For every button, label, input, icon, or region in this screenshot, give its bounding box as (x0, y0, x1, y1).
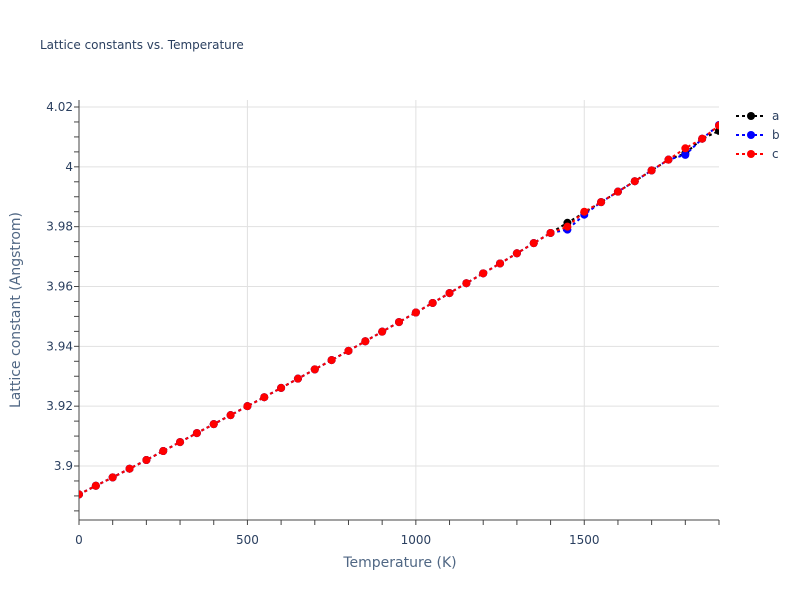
legend-label: a (772, 108, 780, 123)
data-point-c[interactable] (647, 166, 656, 175)
legend-item-c[interactable]: c (736, 144, 780, 163)
data-point-c[interactable] (75, 490, 83, 499)
data-point-c[interactable] (597, 198, 606, 207)
legend-item-b[interactable]: b (736, 125, 780, 144)
data-point-c[interactable] (512, 249, 521, 258)
data-point-c[interactable] (243, 402, 252, 411)
x-tick-label: 500 (236, 533, 259, 547)
data-point-c[interactable] (260, 393, 269, 402)
data-point-c[interactable] (159, 447, 168, 456)
y-tick-label: 3.9 (54, 459, 73, 473)
data-point-c[interactable] (681, 144, 690, 153)
data-point-c[interactable] (428, 298, 437, 307)
x-tick-label: 1500 (569, 533, 600, 547)
x-tick-label: 0 (75, 533, 83, 547)
data-point-c[interactable] (310, 365, 319, 374)
data-point-c[interactable] (698, 134, 707, 143)
data-point-c[interactable] (91, 481, 100, 490)
series-line-b (79, 124, 719, 496)
y-tick-label: 3.98 (46, 220, 73, 234)
data-point-c[interactable] (192, 429, 201, 438)
data-point-c[interactable] (361, 337, 370, 346)
data-point-b[interactable] (681, 150, 690, 159)
series-line-a (79, 130, 719, 496)
x-axis-label: Temperature (K) (343, 555, 457, 571)
data-point-c[interactable] (715, 121, 723, 130)
data-point-c[interactable] (327, 356, 336, 365)
data-point-c[interactable] (344, 346, 353, 355)
legend-item-a[interactable]: a (736, 106, 780, 125)
data-point-c[interactable] (142, 456, 151, 465)
y-tick-label: 3.96 (46, 280, 73, 294)
data-point-c[interactable] (108, 473, 117, 482)
data-point-c[interactable] (176, 438, 185, 447)
data-point-c[interactable] (529, 239, 538, 248)
series-line-c (79, 124, 719, 496)
data-point-c[interactable] (411, 308, 420, 317)
data-point-c[interactable] (277, 383, 286, 392)
y-tick-label: 3.94 (46, 339, 73, 353)
x-tick-label: 1000 (401, 533, 432, 547)
data-point-c[interactable] (546, 228, 555, 237)
data-point-c[interactable] (378, 327, 387, 336)
data-point-c[interactable] (293, 374, 302, 383)
data-point-c[interactable] (563, 222, 572, 231)
data-point-c[interactable] (462, 279, 471, 288)
chart-title: Lattice constants vs. Temperature (40, 38, 244, 52)
data-point-c[interactable] (630, 177, 639, 186)
data-point-c[interactable] (226, 411, 235, 420)
y-tick-label: 3.92 (46, 399, 73, 413)
data-point-c[interactable] (445, 289, 454, 298)
legend-marker-icon (736, 149, 766, 158)
legend-label: b (772, 127, 780, 142)
data-point-c[interactable] (479, 269, 488, 278)
legend-label: c (772, 146, 779, 161)
data-point-c[interactable] (125, 464, 134, 473)
data-point-c[interactable] (613, 187, 622, 196)
y-tick-label: 4.02 (46, 100, 73, 114)
data-point-c[interactable] (209, 420, 218, 429)
data-point-c[interactable] (664, 155, 673, 164)
legend-marker-icon (736, 130, 766, 139)
data-point-c[interactable] (395, 318, 403, 327)
data-point-c[interactable] (580, 207, 589, 216)
legend-marker-icon (736, 111, 766, 120)
y-tick-label: 4 (65, 160, 73, 174)
data-point-c[interactable] (496, 259, 505, 268)
